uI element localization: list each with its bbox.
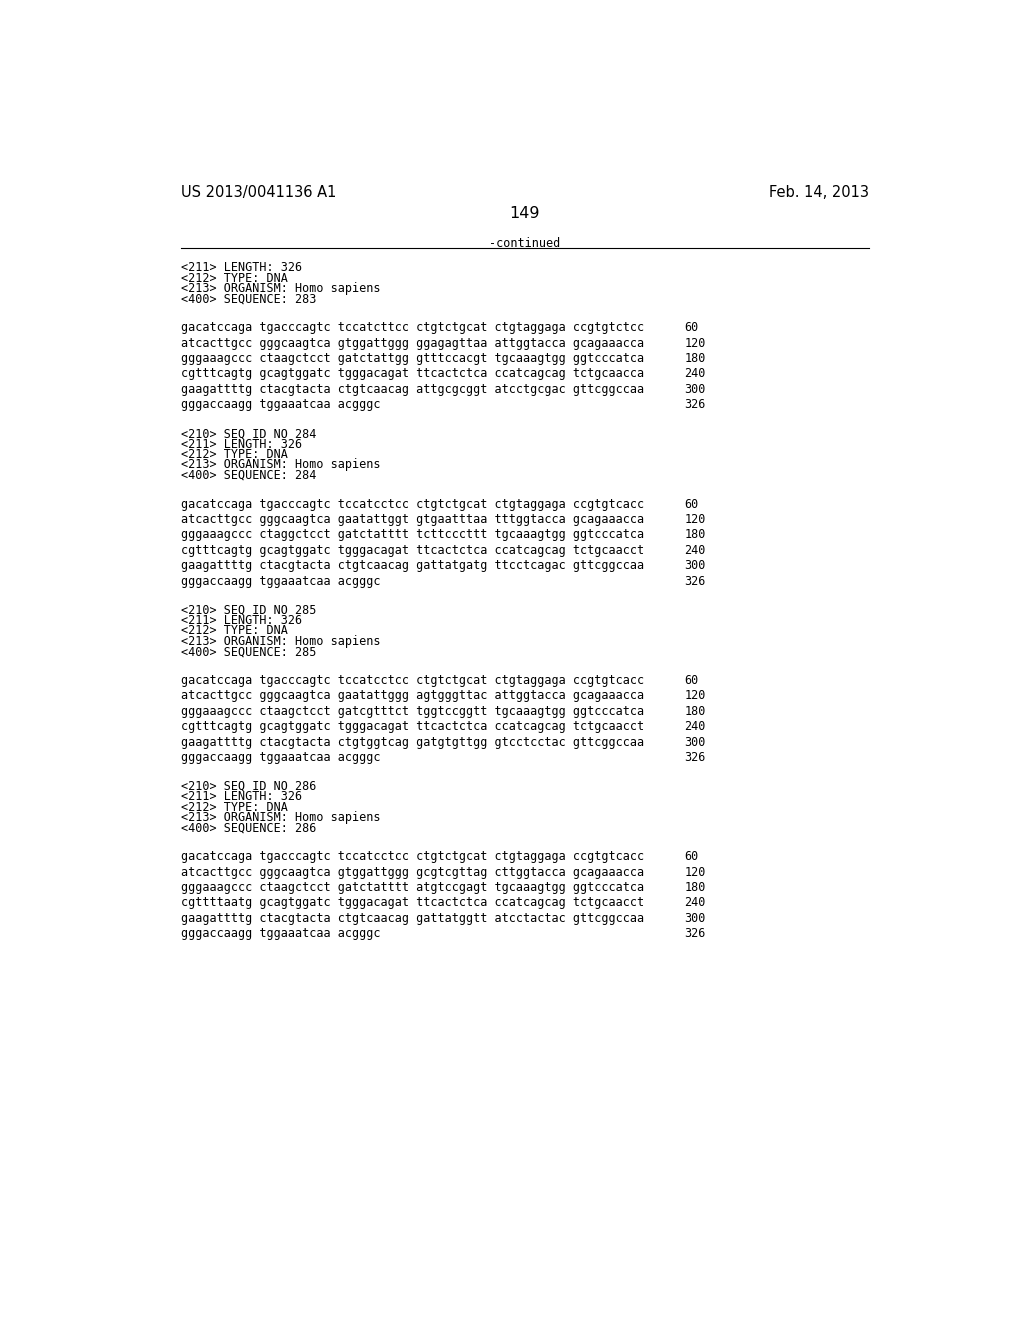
Text: <212> TYPE: DNA: <212> TYPE: DNA — [180, 272, 288, 285]
Text: gggaccaagg tggaaatcaa acgggc: gggaccaagg tggaaatcaa acgggc — [180, 751, 380, 764]
Text: <213> ORGANISM: Homo sapiens: <213> ORGANISM: Homo sapiens — [180, 282, 380, 294]
Text: gaagattttg ctacgtacta ctgtcaacag attgcgcggt atcctgcgac gttcggccaa: gaagattttg ctacgtacta ctgtcaacag attgcgc… — [180, 383, 644, 396]
Text: 180: 180 — [684, 352, 706, 366]
Text: cgtttcagtg gcagtggatc tgggacagat ttcactctca ccatcagcag tctgcaacca: cgtttcagtg gcagtggatc tgggacagat ttcactc… — [180, 367, 644, 380]
Text: 300: 300 — [684, 912, 706, 925]
Text: 326: 326 — [684, 574, 706, 587]
Text: <213> ORGANISM: Homo sapiens: <213> ORGANISM: Homo sapiens — [180, 458, 380, 471]
Text: 60: 60 — [684, 850, 698, 863]
Text: 120: 120 — [684, 337, 706, 350]
Text: 240: 240 — [684, 544, 706, 557]
Text: 326: 326 — [684, 927, 706, 940]
Text: 180: 180 — [684, 880, 706, 894]
Text: 120: 120 — [684, 689, 706, 702]
Text: <400> SEQUENCE: 283: <400> SEQUENCE: 283 — [180, 293, 316, 305]
Text: <213> ORGANISM: Homo sapiens: <213> ORGANISM: Homo sapiens — [180, 810, 380, 824]
Text: <210> SEQ ID NO 286: <210> SEQ ID NO 286 — [180, 780, 316, 793]
Text: <400> SEQUENCE: 285: <400> SEQUENCE: 285 — [180, 645, 316, 659]
Text: gggaaagccc ctaagctcct gatcgtttct tggtccggtt tgcaaagtgg ggtcccatca: gggaaagccc ctaagctcct gatcgtttct tggtccg… — [180, 705, 644, 718]
Text: US 2013/0041136 A1: US 2013/0041136 A1 — [180, 185, 336, 201]
Text: 300: 300 — [684, 560, 706, 572]
Text: atcacttgcc gggcaagtca gtggattggg gcgtcgttag cttggtacca gcagaaacca: atcacttgcc gggcaagtca gtggattggg gcgtcgt… — [180, 866, 644, 879]
Text: gacatccaga tgacccagtc tccatcctcc ctgtctgcat ctgtaggaga ccgtgtcacc: gacatccaga tgacccagtc tccatcctcc ctgtctg… — [180, 675, 644, 686]
Text: 326: 326 — [684, 751, 706, 764]
Text: cgttttaatg gcagtggatc tgggacagat ttcactctca ccatcagcag tctgcaacct: cgttttaatg gcagtggatc tgggacagat ttcactc… — [180, 896, 644, 909]
Text: Feb. 14, 2013: Feb. 14, 2013 — [769, 185, 869, 201]
Text: gggaccaagg tggaaatcaa acgggc: gggaccaagg tggaaatcaa acgggc — [180, 574, 380, 587]
Text: <210> SEQ ID NO 285: <210> SEQ ID NO 285 — [180, 603, 316, 616]
Text: 180: 180 — [684, 705, 706, 718]
Text: <211> LENGTH: 326: <211> LENGTH: 326 — [180, 614, 302, 627]
Text: <212> TYPE: DNA: <212> TYPE: DNA — [180, 624, 288, 638]
Text: 60: 60 — [684, 321, 698, 334]
Text: 120: 120 — [684, 866, 706, 879]
Text: 240: 240 — [684, 896, 706, 909]
Text: <212> TYPE: DNA: <212> TYPE: DNA — [180, 800, 288, 813]
Text: gacatccaga tgacccagtc tccatcttcc ctgtctgcat ctgtaggaga ccgtgtctcc: gacatccaga tgacccagtc tccatcttcc ctgtctg… — [180, 321, 644, 334]
Text: cgtttcagtg gcagtggatc tgggacagat ttcactctca ccatcagcag tctgcaacct: cgtttcagtg gcagtggatc tgggacagat ttcactc… — [180, 544, 644, 557]
Text: 120: 120 — [684, 513, 706, 525]
Text: 60: 60 — [684, 498, 698, 511]
Text: gggaaagccc ctaagctcct gatctatttt atgtccgagt tgcaaagtgg ggtcccatca: gggaaagccc ctaagctcct gatctatttt atgtccg… — [180, 880, 644, 894]
Text: atcacttgcc gggcaagtca gtggattggg ggagagttaa attggtacca gcagaaacca: atcacttgcc gggcaagtca gtggattggg ggagagt… — [180, 337, 644, 350]
Text: 300: 300 — [684, 383, 706, 396]
Text: gggaaagccc ctaggctcct gatctatttt tcttcccttt tgcaaagtgg ggtcccatca: gggaaagccc ctaggctcct gatctatttt tcttccc… — [180, 528, 644, 541]
Text: gaagattttg ctacgtacta ctgtcaacag gattatgatg ttcctcagac gttcggccaa: gaagattttg ctacgtacta ctgtcaacag gattatg… — [180, 560, 644, 572]
Text: gggaaagccc ctaagctcct gatctattgg gtttccacgt tgcaaagtgg ggtcccatca: gggaaagccc ctaagctcct gatctattgg gtttcca… — [180, 352, 644, 366]
Text: gggaccaagg tggaaatcaa acgggc: gggaccaagg tggaaatcaa acgggc — [180, 927, 380, 940]
Text: <211> LENGTH: 326: <211> LENGTH: 326 — [180, 791, 302, 803]
Text: 149: 149 — [510, 206, 540, 222]
Text: <212> TYPE: DNA: <212> TYPE: DNA — [180, 447, 288, 461]
Text: atcacttgcc gggcaagtca gaatattggt gtgaatttaa tttggtacca gcagaaacca: atcacttgcc gggcaagtca gaatattggt gtgaatt… — [180, 513, 644, 525]
Text: gggaccaagg tggaaatcaa acgggc: gggaccaagg tggaaatcaa acgggc — [180, 399, 380, 412]
Text: 180: 180 — [684, 528, 706, 541]
Text: <211> LENGTH: 326: <211> LENGTH: 326 — [180, 437, 302, 450]
Text: <210> SEQ ID NO 284: <210> SEQ ID NO 284 — [180, 428, 316, 440]
Text: 240: 240 — [684, 721, 706, 733]
Text: <213> ORGANISM: Homo sapiens: <213> ORGANISM: Homo sapiens — [180, 635, 380, 648]
Text: gaagattttg ctacgtacta ctgtggtcag gatgtgttgg gtcctcctac gttcggccaa: gaagattttg ctacgtacta ctgtggtcag gatgtgt… — [180, 735, 644, 748]
Text: cgtttcagtg gcagtggatc tgggacagat ttcactctca ccatcagcag tctgcaacct: cgtttcagtg gcagtggatc tgggacagat ttcactc… — [180, 721, 644, 733]
Text: 60: 60 — [684, 675, 698, 686]
Text: gacatccaga tgacccagtc tccatcctcc ctgtctgcat ctgtaggaga ccgtgtcacc: gacatccaga tgacccagtc tccatcctcc ctgtctg… — [180, 498, 644, 511]
Text: 240: 240 — [684, 367, 706, 380]
Text: <211> LENGTH: 326: <211> LENGTH: 326 — [180, 261, 302, 275]
Text: gaagattttg ctacgtacta ctgtcaacag gattatggtt atcctactac gttcggccaa: gaagattttg ctacgtacta ctgtcaacag gattatg… — [180, 912, 644, 925]
Text: -continued: -continued — [489, 238, 560, 249]
Text: gacatccaga tgacccagtc tccatcctcc ctgtctgcat ctgtaggaga ccgtgtcacc: gacatccaga tgacccagtc tccatcctcc ctgtctg… — [180, 850, 644, 863]
Text: <400> SEQUENCE: 284: <400> SEQUENCE: 284 — [180, 469, 316, 482]
Text: 300: 300 — [684, 735, 706, 748]
Text: 326: 326 — [684, 399, 706, 412]
Text: atcacttgcc gggcaagtca gaatattggg agtgggttac attggtacca gcagaaacca: atcacttgcc gggcaagtca gaatattggg agtgggt… — [180, 689, 644, 702]
Text: <400> SEQUENCE: 286: <400> SEQUENCE: 286 — [180, 821, 316, 834]
